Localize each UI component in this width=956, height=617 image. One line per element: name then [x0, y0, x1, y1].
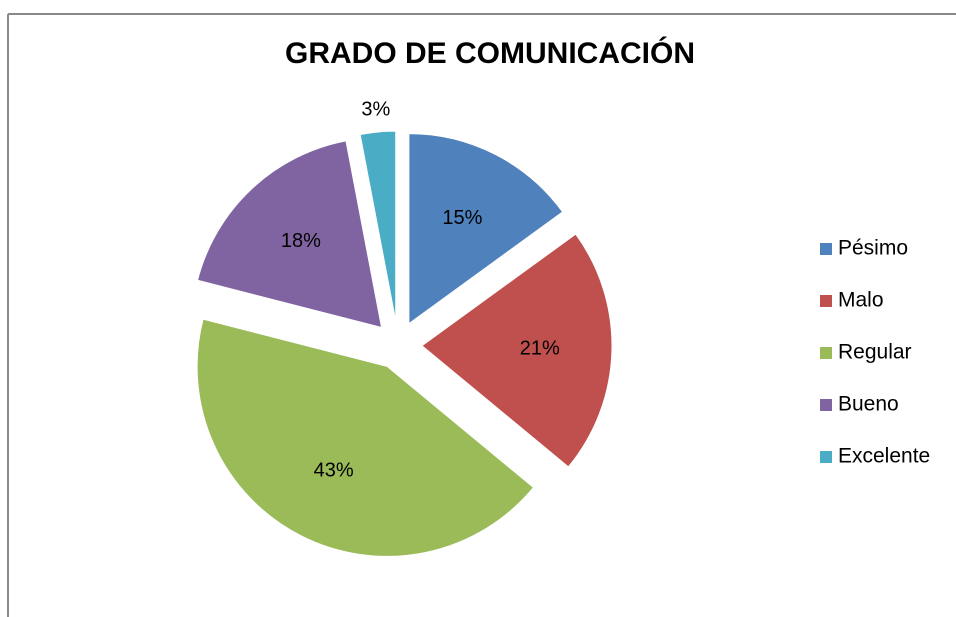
legend-swatch — [820, 399, 832, 411]
legend-swatch — [820, 347, 832, 359]
pie-slice — [196, 140, 383, 329]
data-label: 43% — [314, 460, 354, 482]
chart-title: GRADO DE COMUNICACIÓN — [285, 36, 695, 70]
legend-label: Regular — [838, 341, 912, 364]
data-label: 21% — [520, 338, 560, 360]
legend-label: Malo — [838, 289, 884, 312]
data-label: 15% — [442, 207, 482, 229]
legend-label: Pésimo — [838, 237, 908, 260]
pie-slice — [408, 133, 564, 325]
data-label: 3% — [361, 98, 390, 120]
legend-label: Bueno — [838, 393, 899, 416]
legend-swatch — [820, 295, 832, 307]
legend-label: Excelente — [838, 445, 930, 468]
pie-slice — [421, 233, 613, 468]
legend-swatch — [820, 451, 832, 463]
pie-slice — [196, 318, 535, 557]
pie-slice — [359, 130, 397, 322]
data-label: 18% — [281, 230, 321, 252]
legend-swatch — [820, 243, 832, 255]
